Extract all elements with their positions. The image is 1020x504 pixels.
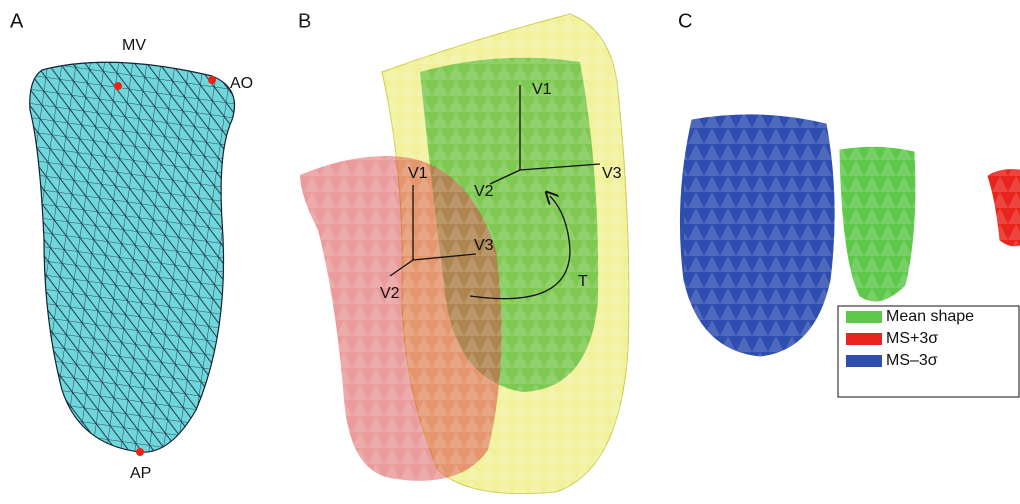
- texture: [300, 14, 630, 500]
- mesh-shape: [30, 62, 235, 452]
- annotation: V3: [602, 165, 622, 182]
- annotation: MV: [122, 37, 146, 54]
- annotation: AP: [130, 465, 151, 482]
- legend-label: MS–3σ: [886, 352, 938, 369]
- legend-label: MS+3σ: [886, 330, 938, 347]
- panel-label: A: [10, 10, 24, 32]
- landmark: [136, 448, 144, 456]
- panel-label: C: [678, 10, 692, 32]
- annotation: V3: [474, 237, 494, 254]
- annotation: V2: [380, 285, 400, 302]
- legend-label: Mean shape: [886, 308, 974, 325]
- annotation: V2: [474, 183, 494, 200]
- annotation: V1: [408, 165, 428, 182]
- annotation: V1: [532, 81, 552, 98]
- landmark: [114, 82, 122, 90]
- annotation: AO: [230, 75, 253, 92]
- legend-swatch: [846, 311, 882, 323]
- annotation: T: [578, 273, 588, 290]
- legend-swatch: [846, 355, 882, 367]
- landmark: [208, 76, 216, 84]
- legend-swatch: [846, 333, 882, 345]
- figure: A MV AO AP B V1 V2 V3 V1 V2 V3 T C Mean …: [0, 0, 1020, 504]
